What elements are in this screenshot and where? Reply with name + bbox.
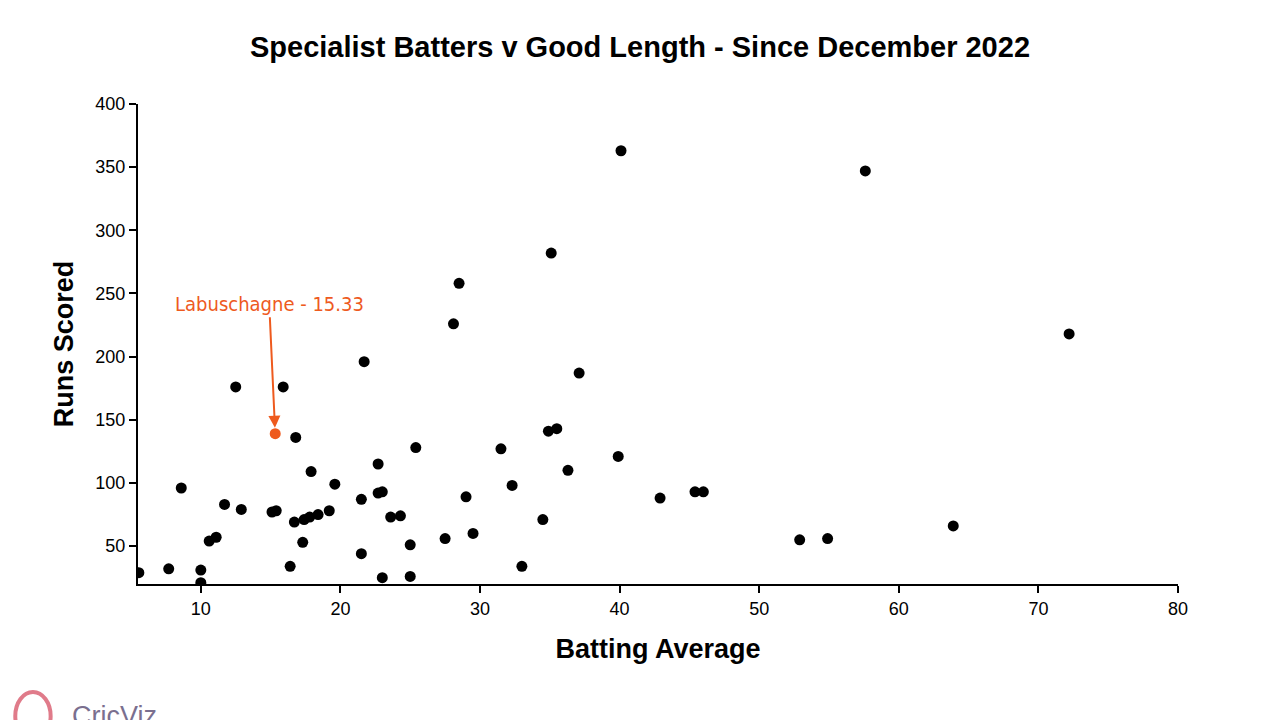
svg-text:30: 30 [470, 599, 490, 619]
svg-text:Labuschagne - 15.33: Labuschagne - 15.33 [175, 292, 364, 316]
svg-text:350: 350 [95, 157, 125, 177]
svg-text:Runs Scored: Runs Scored [49, 261, 79, 428]
svg-text:Batting Average: Batting Average [555, 634, 760, 664]
svg-text:Specialist Batters v Good Leng: Specialist Batters v Good Length - Since… [250, 31, 1030, 63]
svg-text:10: 10 [191, 599, 211, 619]
svg-text:40: 40 [610, 599, 630, 619]
svg-text:250: 250 [95, 284, 125, 304]
svg-text:70: 70 [1028, 599, 1048, 619]
svg-text:200: 200 [95, 347, 125, 367]
svg-text:CricViz: CricViz [72, 701, 157, 720]
svg-text:60: 60 [889, 599, 909, 619]
svg-text:80: 80 [1168, 599, 1188, 619]
svg-text:150: 150 [95, 410, 125, 430]
svg-text:300: 300 [95, 221, 125, 241]
svg-text:50: 50 [105, 536, 125, 556]
svg-text:20: 20 [330, 599, 350, 619]
svg-text:400: 400 [95, 94, 125, 114]
svg-text:50: 50 [749, 599, 769, 619]
svg-text:100: 100 [95, 473, 125, 493]
